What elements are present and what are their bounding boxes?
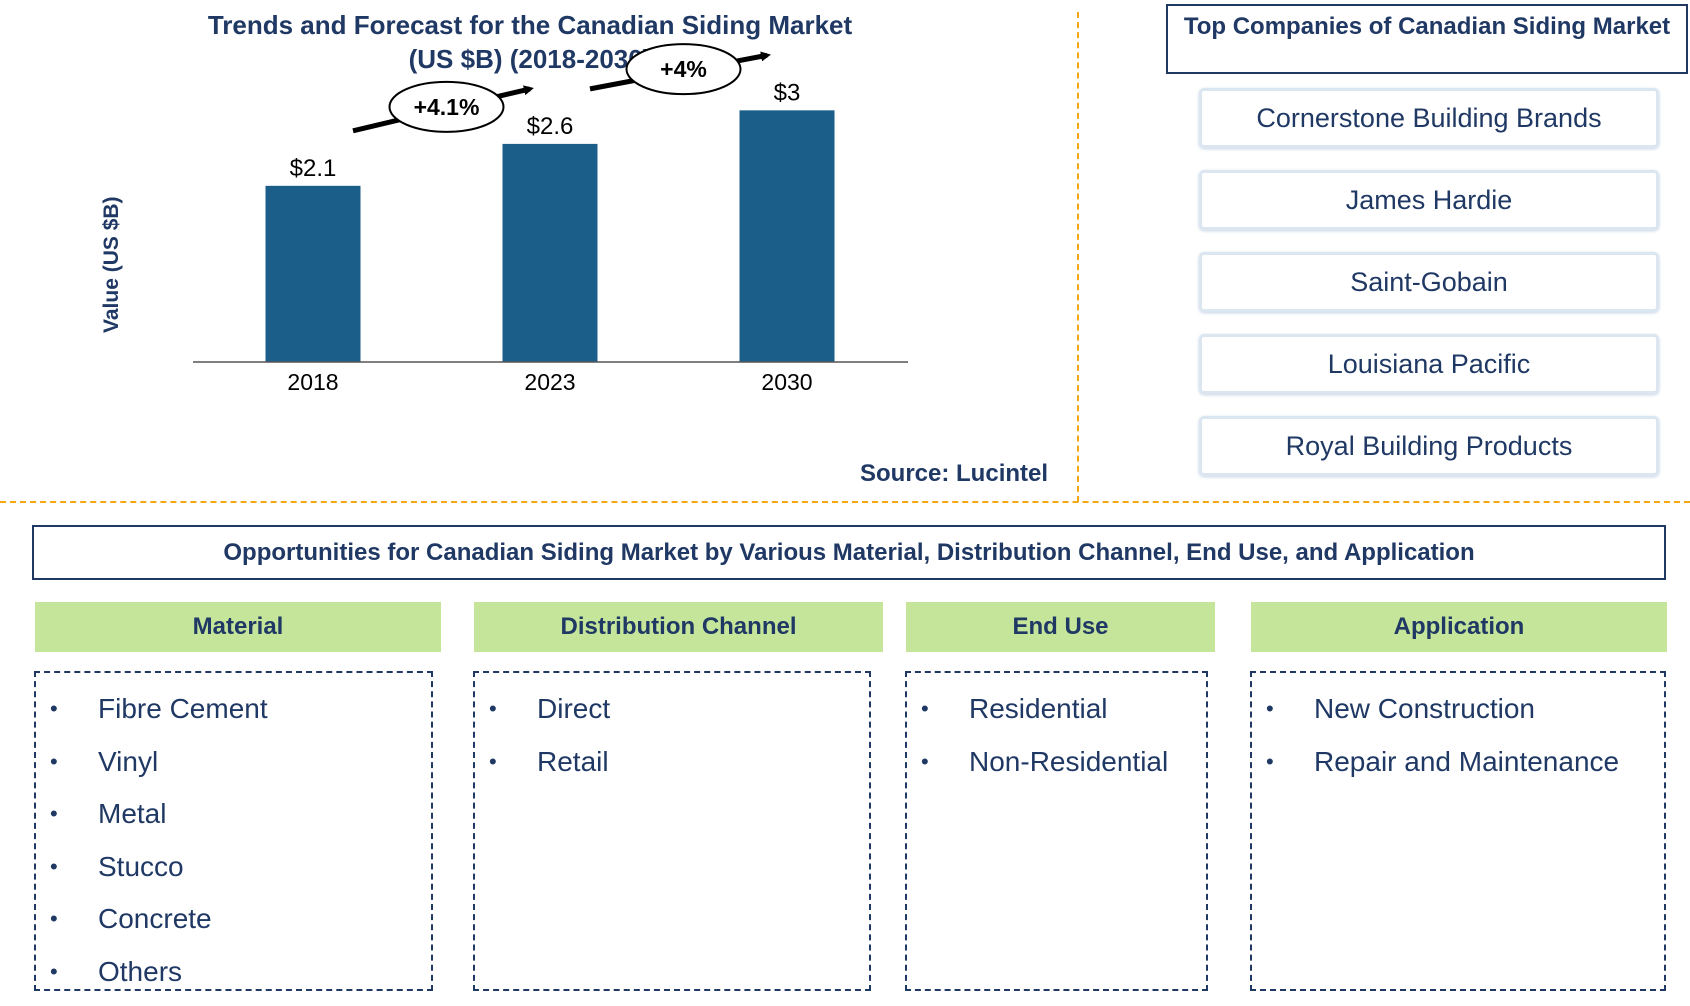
bullet-icon: • <box>50 796 58 832</box>
category-item: • Vinyl <box>36 744 431 797</box>
value-label-2023: $2.6 <box>527 113 574 140</box>
category-item-label: Stucco <box>98 851 184 882</box>
bullet-icon: • <box>921 691 929 727</box>
bullet-icon: • <box>489 744 497 780</box>
bar-2030 <box>740 110 835 362</box>
bar-2023 <box>503 144 598 362</box>
growth-label: +4% <box>660 56 707 82</box>
tick-label-2030: 2030 <box>761 369 812 395</box>
value-label-2030: $3 <box>774 79 801 106</box>
tick-label-2018: 2018 <box>287 369 338 395</box>
category-header: Distribution Channel <box>474 602 883 652</box>
value-label-2018: $2.1 <box>290 155 337 182</box>
category-item: • Fibre Cement <box>36 691 431 744</box>
bullet-icon: • <box>50 901 58 937</box>
bullet-icon: • <box>1266 744 1274 780</box>
vertical-divider <box>1077 12 1079 502</box>
company-item: Saint-Gobain <box>1199 252 1659 312</box>
category-item-label: Residential <box>969 693 1108 724</box>
source-label: Source: Lucintel <box>860 460 1048 488</box>
bullet-icon: • <box>50 744 58 780</box>
bullet-icon: • <box>1266 691 1274 727</box>
bullet-icon: • <box>50 954 58 990</box>
company-item: Cornerstone Building Brands <box>1199 88 1659 148</box>
category-item-label: Others <box>98 956 182 987</box>
growth-label: +4.1% <box>414 94 480 120</box>
category-item-label: Concrete <box>98 903 212 934</box>
category-item: • Direct <box>475 691 869 744</box>
category-item: • Repair and Maintenance <box>1252 744 1664 797</box>
category-header: Application <box>1251 602 1667 652</box>
category-header: Material <box>35 602 441 652</box>
category-item-label: Retail <box>537 746 609 777</box>
bullet-icon: • <box>50 691 58 727</box>
category-item-label: Non-Residential <box>969 746 1168 777</box>
category-item: • Retail <box>475 744 869 797</box>
category-item-label: Repair and Maintenance <box>1314 746 1619 777</box>
bullet-icon: • <box>50 849 58 885</box>
company-item: Royal Building Products <box>1199 416 1659 476</box>
company-item: Louisiana Pacific <box>1199 334 1659 394</box>
bar-2018 <box>266 186 361 362</box>
category-item: • Non-Residential <box>907 744 1206 797</box>
category-item-label: Fibre Cement <box>98 693 268 724</box>
category-box: • Residential • Non-Residential <box>905 671 1208 991</box>
tick-label-2023: 2023 <box>524 369 575 395</box>
category-item-label: Direct <box>537 693 610 724</box>
bullet-icon: • <box>921 744 929 780</box>
category-box: • Fibre Cement • Vinyl • Metal • Stucco • Concret… <box>34 671 433 991</box>
category-item: • Stucco <box>36 849 431 902</box>
top-companies-title: Top Companies of Canadian Siding Market <box>1166 4 1688 74</box>
category-item: • Metal <box>36 796 431 849</box>
category-header: End Use <box>906 602 1215 652</box>
category-item-label: New Construction <box>1314 693 1535 724</box>
category-item: • Others <box>36 954 431 1006</box>
category-item-label: Vinyl <box>98 746 158 777</box>
category-item: • New Construction <box>1252 691 1664 744</box>
category-box: • New Construction • Repair and Maintenance <box>1250 671 1666 991</box>
opportunities-title: Opportunities for Canadian Siding Market… <box>32 525 1666 580</box>
category-box: • Direct • Retail <box>473 671 871 991</box>
category-item: • Residential <box>907 691 1206 744</box>
bar-chart: $2.1 2018 $2.6 2023 $3 2030 +4.1% +4% <box>0 0 1077 500</box>
bullet-icon: • <box>489 691 497 727</box>
category-item-label: Metal <box>98 798 166 829</box>
horizontal-divider <box>0 501 1690 503</box>
category-item: • Concrete <box>36 901 431 954</box>
company-item: James Hardie <box>1199 170 1659 230</box>
